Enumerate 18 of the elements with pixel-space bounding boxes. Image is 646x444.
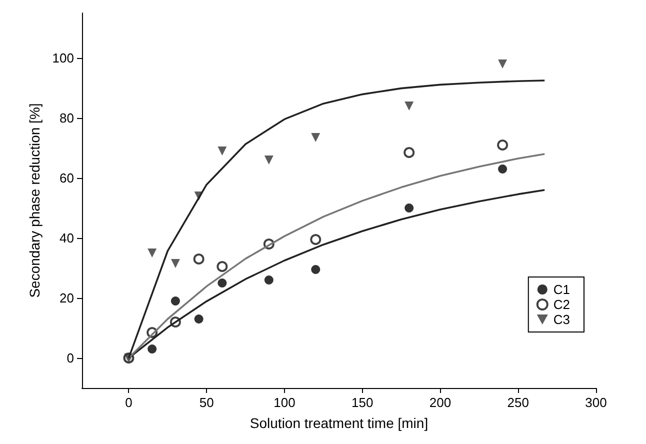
x-tick-label: 100 [274, 395, 296, 410]
y-tick-label: 0 [66, 350, 74, 366]
x-tick-label: 250 [507, 395, 529, 410]
y-tick-label: 80 [60, 110, 74, 126]
y-tick-label: 40 [60, 230, 74, 246]
x-tick-label: 200 [429, 395, 452, 410]
legend-label: C2 [553, 297, 570, 312]
x-tick-label: 150 [352, 395, 374, 410]
x-axis-title: Solution treatment time [min] [250, 415, 428, 431]
x-tick-label: 300 [585, 395, 607, 410]
x-tick-label: 50 [199, 395, 214, 410]
x-tick-label: 0 [125, 395, 132, 410]
y-tick-label: 60 [60, 170, 74, 186]
y-axis-title: Secondary phase reduction [%] [26, 103, 42, 298]
legend-label: C3 [553, 312, 570, 327]
y-tick-label: 20 [60, 290, 74, 306]
legend-label: C1 [553, 282, 570, 297]
y-tick-label: 100 [52, 50, 74, 66]
